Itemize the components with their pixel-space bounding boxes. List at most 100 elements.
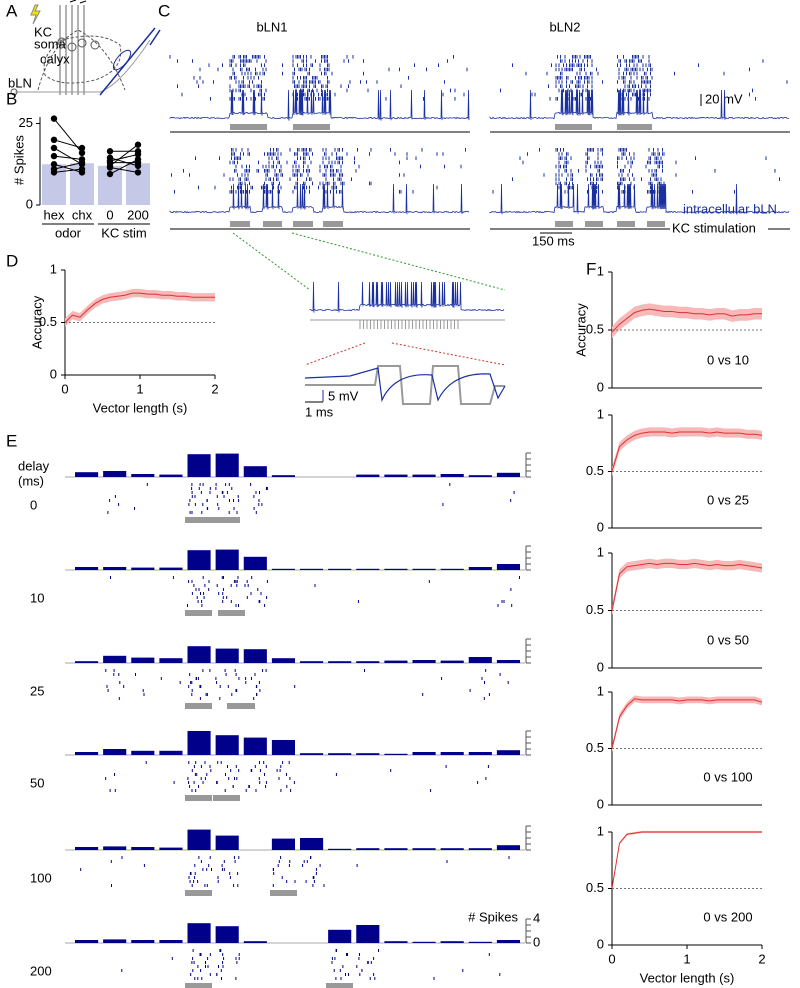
histogram-bar [75,661,99,663]
y-tick-label: 1 [597,406,604,421]
spike-raster [215,669,240,700]
histogram-bar [75,567,99,570]
histogram-bar [468,475,492,477]
spike-raster [469,669,490,700]
bln-neuron [15,39,151,93]
spike-raster [216,761,240,792]
y-axis-label: Accuracy [573,303,588,357]
spike-raster [134,483,148,510]
histogram-bar [300,661,324,663]
histogram-bar [75,940,99,943]
histogram-bar [468,657,492,663]
histogram-bar [328,661,352,663]
y-tick-label: 0.5 [586,740,604,755]
inset-time-scale: 1 ms [305,404,334,419]
histogram-bar [159,847,183,850]
histogram-bar [159,658,183,663]
spike-raster [107,495,120,514]
inset-connectors [232,232,506,366]
error-band [612,427,762,477]
stim-bar [617,221,635,227]
histogram-bar [215,735,239,755]
bln-soma [10,88,18,96]
annotation: 0 vs 100 [703,769,752,784]
schematic-label: calyx [40,51,70,66]
stim-bar [185,610,212,616]
stim-bar [555,221,573,227]
row-label: 200 [30,963,52,978]
x-tick-label: hex [44,207,65,222]
spike-raster [187,761,212,792]
histogram-bar [440,848,464,850]
paired-line [109,153,139,162]
spike-raster [105,669,125,700]
histogram-bar [159,940,183,943]
histogram-bar [356,568,380,570]
histogram-bar [159,474,183,477]
annotation: 0 vs 200 [703,909,752,924]
stim-bar [230,221,250,227]
membrane-trace [489,89,789,120]
accuracy-line [611,431,763,472]
histogram-bar [131,940,155,943]
histogram-bar [468,567,492,570]
paired-line [109,167,139,173]
schematic-label: KC [34,24,52,39]
histogram-bar [75,472,99,477]
y-tick-label: 0 [50,366,57,381]
histogram-bar [243,556,267,570]
y-tick-label: 0 [597,379,604,394]
x-tick-label: 0 [61,381,68,396]
histogram-bar [271,475,295,477]
data-point [50,152,58,160]
histogram-bar [131,474,155,477]
x-tick-label: 200 [127,207,149,222]
histogram-bar [215,926,239,943]
panel-letter: D [6,251,18,270]
column-title: bLN1 [256,19,287,34]
y-tick-label: 1 [597,544,604,559]
kc-fibers [59,5,85,95]
histogram-bar [131,567,155,570]
y-axis-label: Accuracy [29,295,44,349]
schematic-label: soma [34,36,67,51]
spike-raster [187,576,210,607]
histogram-bar [187,454,211,477]
stim-label: KC stimulation [672,220,756,235]
histogram-bar [271,568,295,570]
spike-raster [442,483,451,506]
histogram-bar [440,660,464,663]
y-tick-label: 0.5 [586,880,604,895]
electrode-tip [112,49,132,71]
histogram-bar [131,750,155,755]
y-tick-label: 0 [597,796,604,811]
data-point [50,161,58,168]
y-tick-label: 0 [597,659,604,674]
error-band [612,303,762,339]
scale-tick-label: 0 [533,934,540,949]
stimulus-bolt [30,4,41,25]
histogram-bar [412,474,436,477]
accuracy-line [611,562,763,611]
stim-bar [555,124,592,130]
spike-raster [356,949,379,980]
histogram-bar [412,660,436,663]
electrodes [69,0,87,4]
histogram-bar [412,941,436,943]
row-label: 50 [30,775,44,790]
histogram-bar [496,940,520,943]
membrane-trace [489,183,790,215]
y-tick-label: 0.5 [39,314,57,329]
histogram-bar [271,658,295,663]
membrane-trace [304,367,506,403]
histogram-bar [328,753,352,755]
column-title: bLN2 [549,19,580,34]
data-point [134,156,142,163]
panel-letter: E [6,431,17,450]
histogram-bar [384,660,408,663]
histogram-bar [131,847,155,850]
histogram-bar [440,752,464,755]
y-tick-label: 1 [597,823,604,838]
histogram-bar [243,737,267,755]
